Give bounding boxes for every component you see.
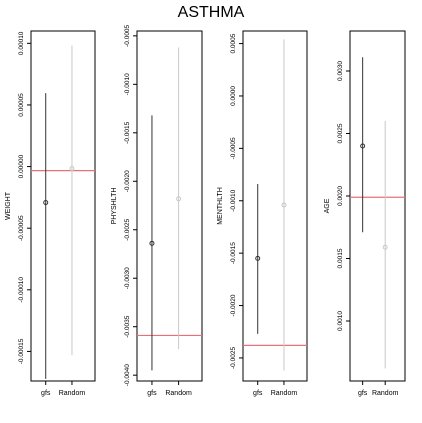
y-tick-label: 0.0010 [337,311,344,331]
x-tick-label: gfs [253,390,263,397]
y-tick-label: 0.00010 [18,31,25,55]
y-tick-label: -0.0035 [124,315,131,337]
y-axis-label: WEIGHT [5,191,12,220]
point-estimate-gfs [360,143,366,149]
y-tick-label: -0.00010 [18,277,25,303]
y-axis-label: MENTHLTH [217,187,224,225]
x-tick-label: Random [165,390,192,397]
x-tick-label: gfs [358,390,368,397]
y-tick-label: -0.0005 [124,24,131,46]
y-tick-label: 0.0025 [337,123,344,143]
figure-title: ASTHMA [177,4,245,21]
plot-frame-4 [349,30,406,382]
x-tick-label: gfs [41,390,51,397]
plot-frame-1 [30,30,96,382]
y-tick-label: -0.0020 [230,294,237,316]
point-estimate-gfs [149,240,155,246]
x-tick-label: gfs [147,390,157,397]
y-tick-label: -0.0010 [230,189,237,211]
y-tick-label: -0.0025 [124,218,131,240]
point-estimate-random [176,196,182,202]
y-tick-label: 0.0000 [230,86,237,106]
y-tick-label: -0.0015 [124,121,131,143]
plot-frame-3 [242,30,308,382]
y-tick-label: -0.0030 [124,267,131,289]
x-tick-label: Random [372,390,399,397]
y-tick-label: -0.0015 [230,242,237,264]
y-tick-label: 0.00005 [18,93,25,117]
y-tick-label: -0.0025 [230,347,237,369]
y-axis-label: PHYSHLTH [111,188,118,225]
y-tick-label: -0.0005 [230,137,237,159]
plot-frame-2 [136,30,203,382]
y-tick-label: -0.0010 [124,73,131,95]
point-estimate-gfs [43,200,49,206]
y-tick-label: 0.0015 [337,248,344,268]
y-tick-label: 0.0030 [337,61,344,81]
y-tick-label: -0.00015 [18,338,25,364]
y-tick-label: 0.0005 [230,33,237,53]
point-estimate-random [69,166,75,172]
y-tick-label: 0.00000 [18,154,25,178]
point-estimate-random [382,244,388,250]
y-tick-label: -0.00005 [18,215,25,241]
y-tick-label: 0.0020 [337,186,344,206]
point-estimate-random [281,202,287,208]
x-tick-label: Random [271,390,298,397]
y-tick-label: -0.0020 [124,170,131,192]
point-estimate-gfs [255,255,261,261]
y-axis-label: AGE [324,198,331,213]
y-tick-label: -0.0040 [124,364,131,386]
x-tick-label: Random [59,390,86,397]
